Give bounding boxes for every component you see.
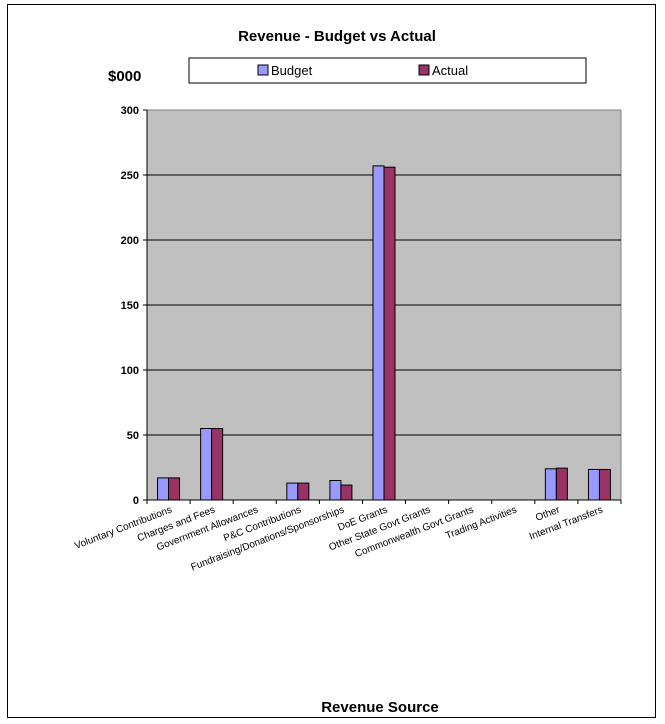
y-tick-label: 100 <box>121 365 139 377</box>
bar-budget <box>200 428 213 501</box>
bar-actual <box>297 482 310 501</box>
bar-actual <box>211 428 224 501</box>
bar-budget <box>286 482 299 501</box>
y-tick-label: 150 <box>121 300 139 312</box>
bar-actual <box>383 166 396 501</box>
bar-budget <box>329 480 342 501</box>
legend-swatch-actual <box>418 64 430 76</box>
chart-svg: Revenue - Budget vs Actual $000 Budget A… <box>73 28 622 716</box>
legend-label-budget: Budget <box>271 63 313 78</box>
legend-swatch-budget <box>257 64 269 76</box>
y-tick-label: 50 <box>127 430 139 442</box>
chart-frame: Revenue - Budget vs Actual $000 Budget A… <box>7 4 656 718</box>
y-tick-label: 300 <box>121 105 139 117</box>
bar-actual <box>168 477 181 501</box>
bar-budget <box>587 468 600 501</box>
bar-budget <box>544 468 557 501</box>
bar-budget <box>372 165 385 501</box>
y-axis-unit-label: $000 <box>108 68 141 85</box>
legend-label-actual: Actual <box>432 63 468 78</box>
y-tick-label: 200 <box>121 235 139 247</box>
legend-box <box>188 57 587 84</box>
bar-actual <box>598 468 611 501</box>
bar-actual <box>340 484 353 501</box>
y-tick-label: 0 <box>133 495 139 507</box>
y-tick-label: 250 <box>121 170 139 182</box>
bar-budget <box>157 477 170 501</box>
chart-title: Revenue - Budget vs Actual <box>238 28 436 45</box>
x-axis-title: Revenue Source <box>321 699 439 716</box>
legend: Budget Actual <box>188 57 587 84</box>
bar-actual <box>555 467 568 501</box>
category-label: Internal Transfers <box>528 505 605 543</box>
